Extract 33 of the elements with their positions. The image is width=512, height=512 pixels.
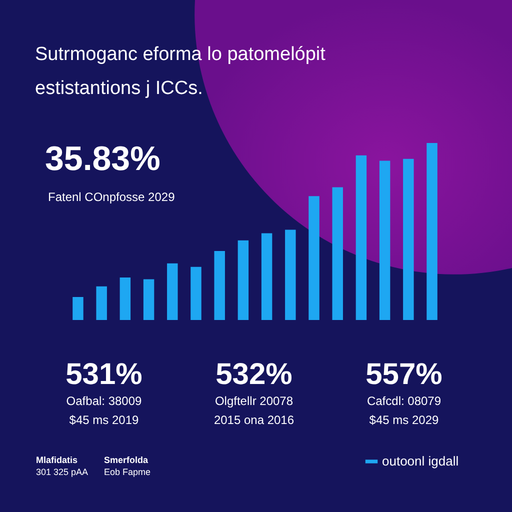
text: 532% xyxy=(214,358,294,392)
bar xyxy=(72,296,84,320)
annotation: 35.83% xyxy=(45,140,160,179)
bar xyxy=(214,250,225,320)
text: Smerfolda xyxy=(104,455,148,465)
legend-label: outoonl igdall xyxy=(382,454,459,468)
bar xyxy=(426,143,438,320)
chart-title: Sutrmoganc eforma lo patomelópit estistantions j ICCs. xyxy=(35,43,326,101)
bar xyxy=(261,233,272,320)
bar xyxy=(356,155,367,320)
bar xyxy=(167,263,178,320)
bar xyxy=(96,286,107,320)
text: Cafcdl: 08079 xyxy=(366,394,442,408)
text: 2015 ona 2016 xyxy=(212,413,296,427)
text: 557% xyxy=(364,358,444,392)
bar xyxy=(285,230,296,320)
annotation: Fatenl COnpfosse 2029 xyxy=(48,190,175,204)
text: 301 325 pAA xyxy=(36,467,88,477)
bar xyxy=(120,278,131,320)
text: $45 ms 2029 xyxy=(368,413,440,427)
bar xyxy=(238,240,249,320)
text: 531% xyxy=(64,358,144,392)
text: Olgftellr 20078 xyxy=(214,394,294,408)
text: Mlafidatis xyxy=(36,455,78,465)
bar xyxy=(403,158,414,320)
bar xyxy=(332,187,343,320)
text: Oafbal: 38009 xyxy=(65,394,143,408)
bar xyxy=(308,196,320,320)
text: $45 ms 2019 xyxy=(68,413,140,427)
bar xyxy=(143,279,154,320)
text: Eob Fapme xyxy=(104,467,151,477)
bar xyxy=(190,266,202,320)
bar xyxy=(379,160,390,320)
